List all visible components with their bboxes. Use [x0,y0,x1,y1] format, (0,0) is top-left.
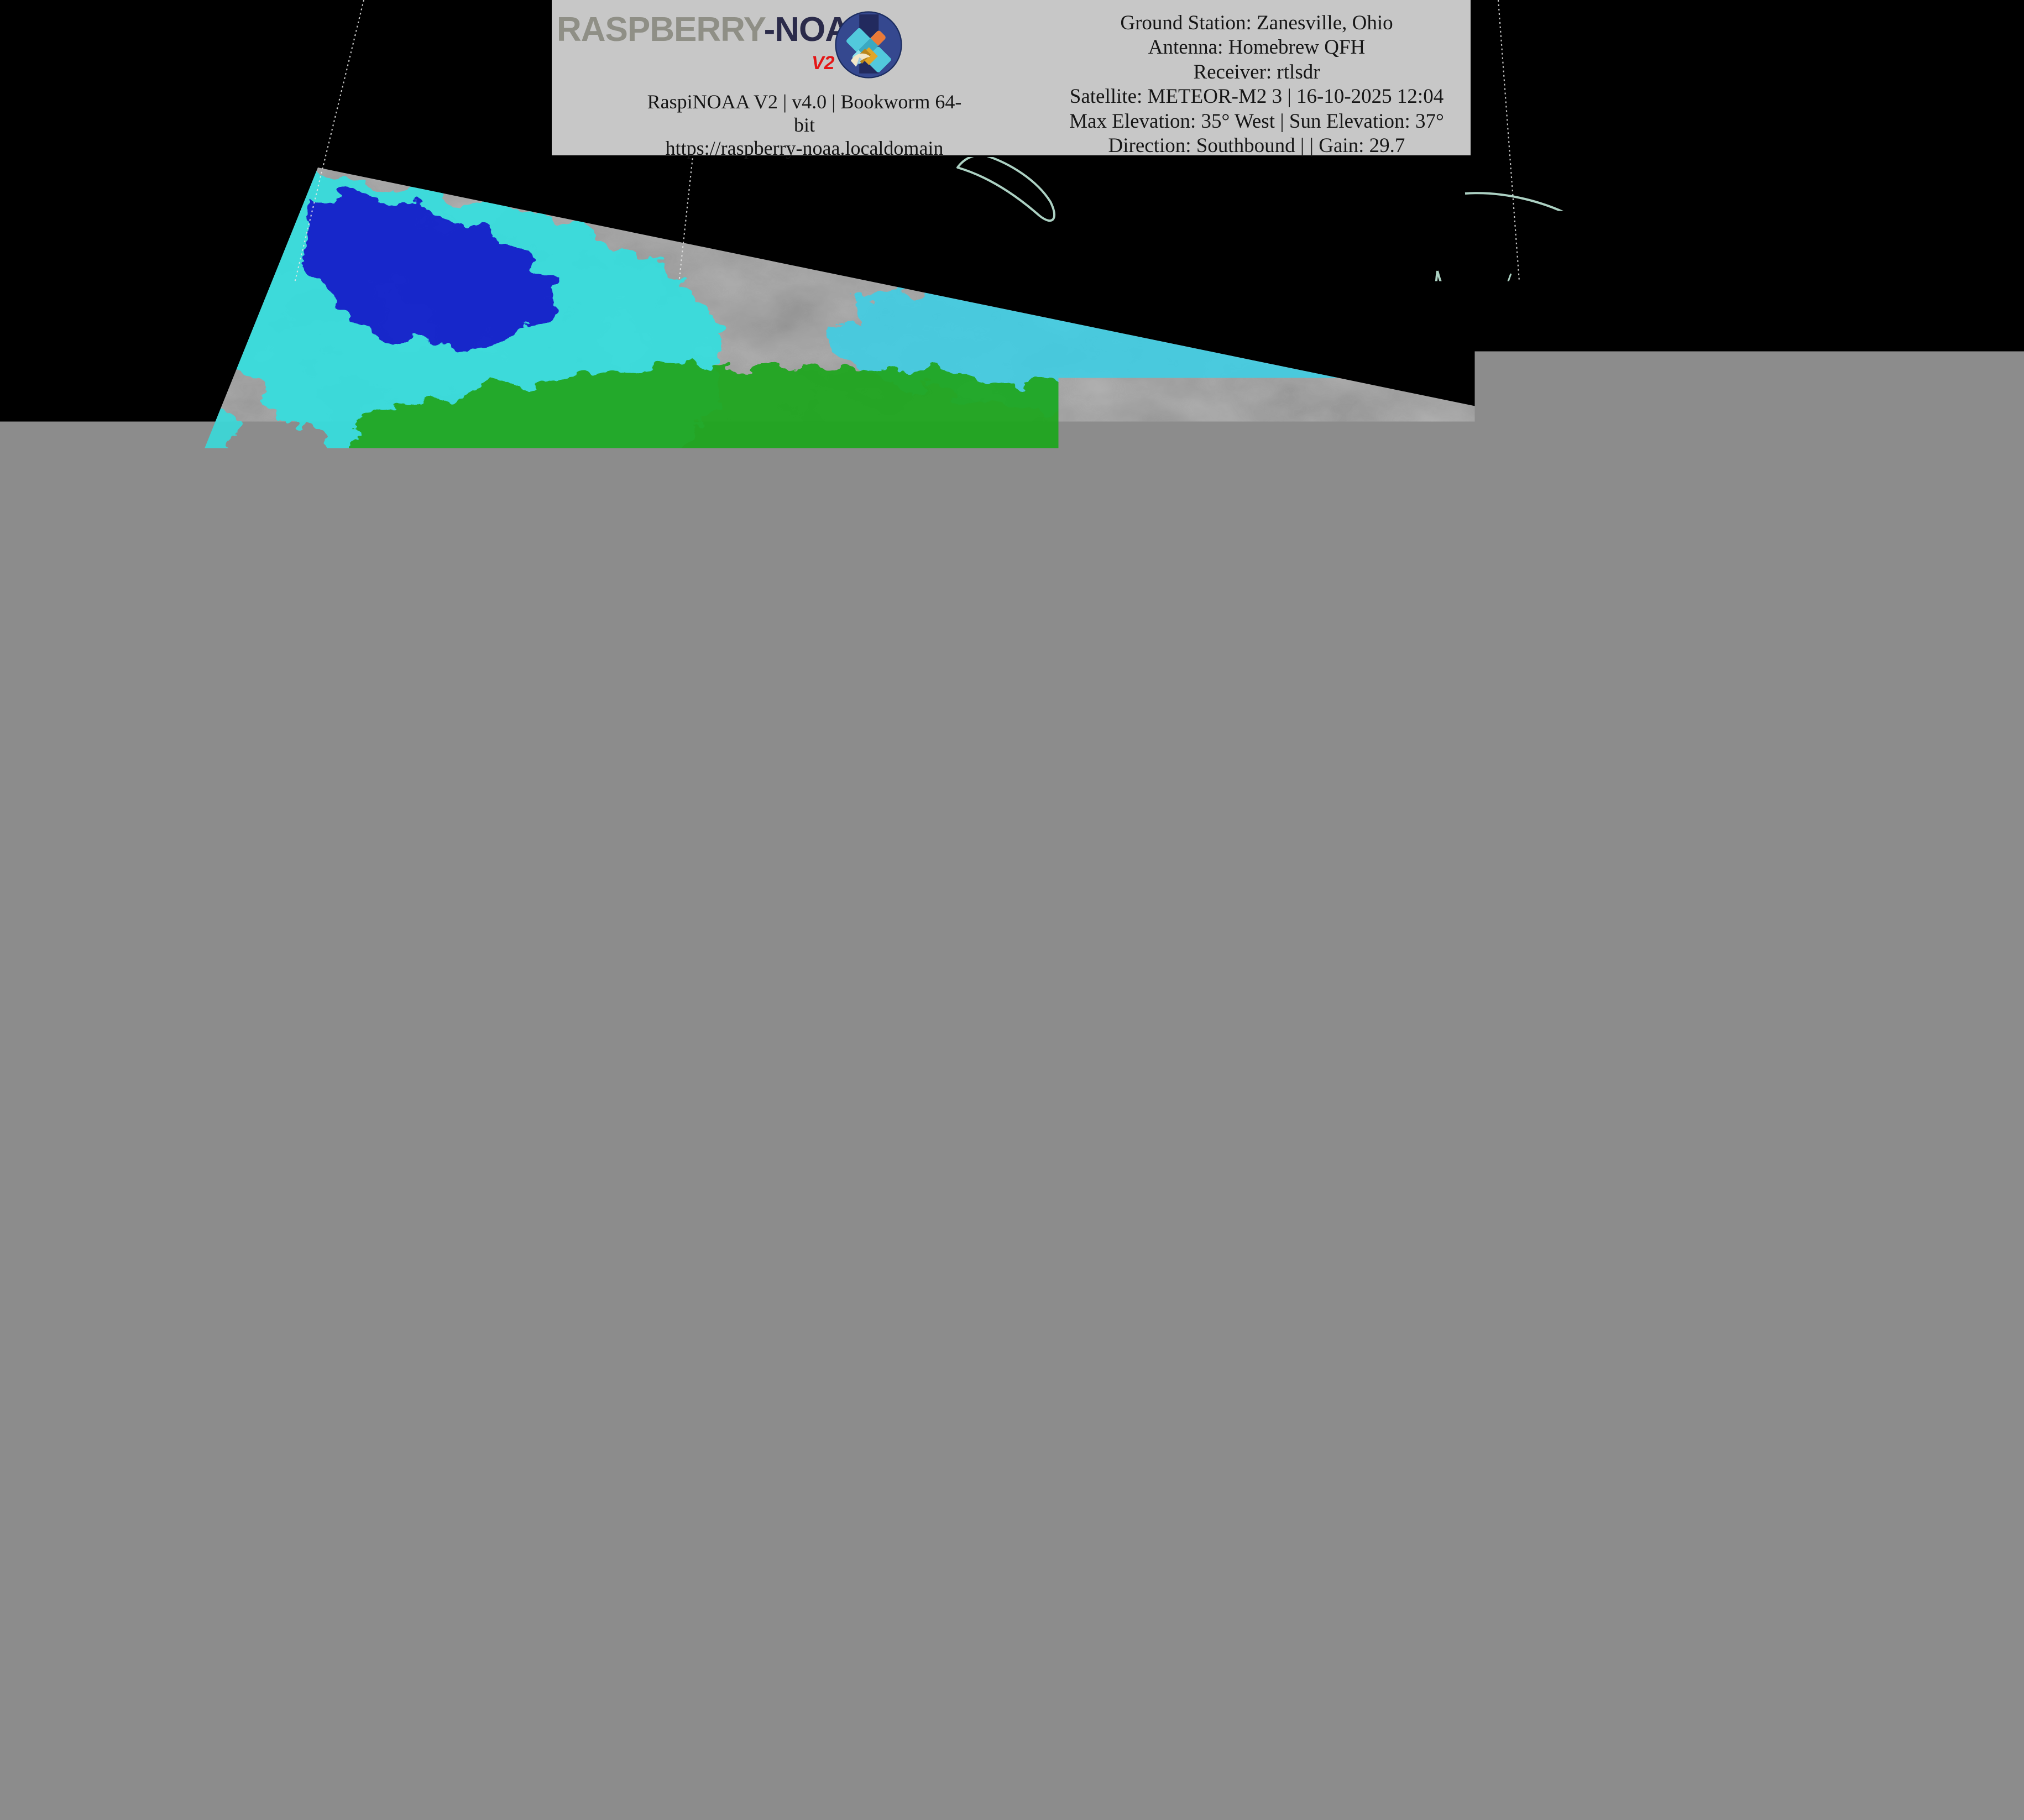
svg-text:Ottawa: Ottawa [1717,938,1823,975]
svg-text:Washington, D.C.: Washington, D.C. [1645,1395,1904,1432]
